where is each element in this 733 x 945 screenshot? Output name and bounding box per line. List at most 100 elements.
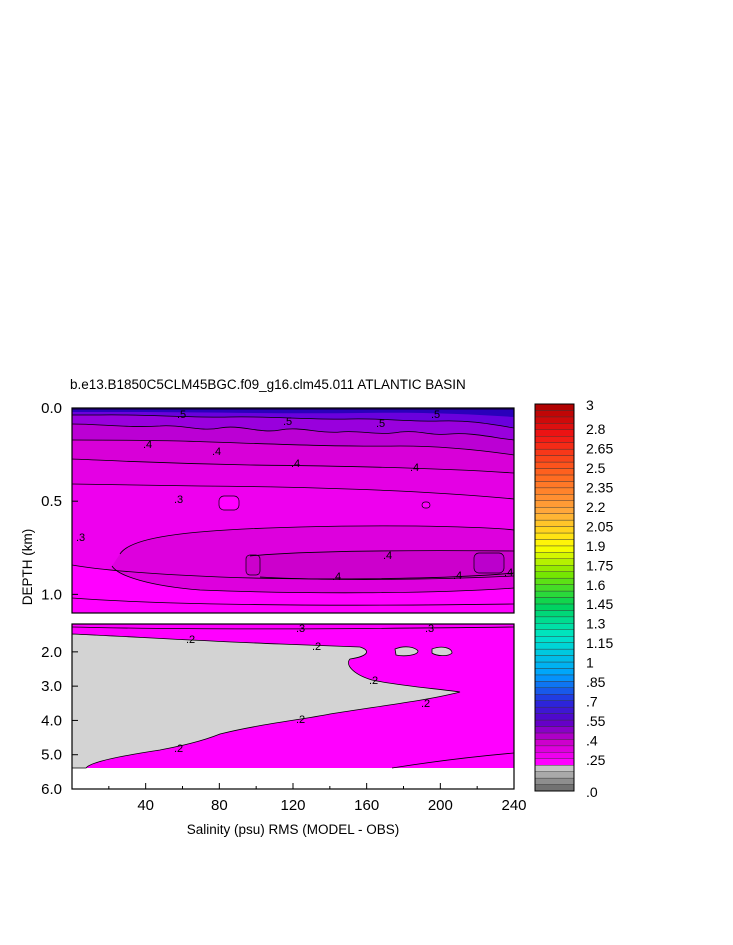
contour-label: .4 bbox=[291, 458, 300, 470]
colorbar-swatch bbox=[534, 636, 575, 643]
colorbar-label: 1.75 bbox=[586, 557, 613, 573]
lower-contour-lines bbox=[71, 626, 515, 769]
colorbar-frame bbox=[534, 403, 575, 792]
contour-label: .3 bbox=[425, 623, 434, 635]
colorbar-label: 1.45 bbox=[586, 596, 613, 612]
x-tick-label: 40 bbox=[137, 797, 154, 814]
colorbar-label: .85 bbox=[586, 674, 606, 690]
colorbar-swatch bbox=[534, 481, 575, 489]
colorbar-swatch bbox=[534, 455, 575, 463]
colorbar-swatch bbox=[534, 429, 575, 437]
colorbar-swatch bbox=[534, 752, 575, 759]
colorbar-swatch bbox=[534, 507, 575, 514]
colorbar-swatch bbox=[534, 545, 575, 553]
colorbar-label: 1.9 bbox=[586, 538, 606, 554]
colorbar-swatch bbox=[534, 765, 575, 772]
contour-core-0.40 bbox=[250, 550, 514, 580]
upper-contour-labels: .5 .5 .5 .5 .4 .4 .4 .4 .3 .3 .4 .4 .4 .… bbox=[76, 409, 513, 583]
colorbar-label: 2.2 bbox=[586, 499, 606, 515]
colorbar-swatch bbox=[534, 539, 575, 547]
colorbar-swatch bbox=[534, 642, 575, 650]
colorbar-swatch bbox=[534, 436, 575, 443]
colorbar-swatch bbox=[534, 655, 575, 663]
colorbar-label: .7 bbox=[586, 694, 598, 710]
contour-label: .4 bbox=[332, 571, 341, 583]
colorbar-swatch bbox=[534, 706, 575, 714]
colorbar-label: 1.3 bbox=[586, 616, 606, 632]
colorbar-swatch bbox=[534, 603, 575, 611]
contour-line bbox=[111, 565, 515, 594]
colorbar-swatch bbox=[534, 526, 575, 534]
upper-panel: .5 .5 .5 .5 .4 .4 .4 .4 .3 .3 .4 .4 .4 .… bbox=[71, 407, 515, 614]
colorbar: 3 2.8 2.65 2.5 2.35 2.2 2.05 1.9 1.75 1.6 1.45 1.3 1… bbox=[534, 397, 613, 800]
colorbar-label: 1 bbox=[586, 655, 594, 671]
colorbar-swatch bbox=[534, 584, 575, 592]
colorbar-swatch bbox=[534, 416, 575, 424]
colorbar-label: 1.6 bbox=[586, 577, 606, 593]
upper-panel-frame bbox=[71, 407, 515, 614]
contour-line bbox=[71, 483, 515, 500]
lower-contour-labels: .3 .3 .2 .2 .2 .2 .2 .2 bbox=[174, 623, 434, 755]
contour-label: .2 bbox=[296, 714, 305, 726]
y-axis: 0.0 0.5 1.0 2.0 3.0 4.0 5.0 6.0 bbox=[41, 400, 78, 798]
colorbar-swatch bbox=[534, 448, 575, 456]
contour-label: .5 bbox=[283, 416, 292, 428]
colorbar-swatch bbox=[534, 487, 575, 495]
colorbar-swatch bbox=[534, 590, 575, 598]
colorbar-swatch bbox=[534, 732, 575, 740]
contour-label: .4 bbox=[453, 570, 462, 582]
colorbar-swatch bbox=[534, 403, 575, 411]
colorbar-label: .4 bbox=[586, 733, 598, 749]
contour-patch bbox=[431, 646, 453, 657]
upper-contour-lines bbox=[71, 414, 515, 606]
colorbar-swatch bbox=[534, 668, 575, 676]
contour-line bbox=[391, 752, 515, 769]
colorbar-swatch bbox=[534, 648, 575, 656]
colorbar-swatch bbox=[534, 468, 575, 476]
colorbar-swatch bbox=[534, 623, 575, 630]
colorbar-swatch bbox=[534, 577, 575, 585]
x-tick-label: 240 bbox=[501, 797, 526, 814]
colorbar-swatch bbox=[534, 571, 575, 579]
colorbar-swatch bbox=[534, 726, 575, 734]
colorbar-swatch bbox=[534, 610, 575, 618]
contour-line bbox=[249, 550, 515, 557]
colorbar-swatch bbox=[534, 474, 575, 482]
y-tick-label: 0.0 bbox=[41, 400, 62, 417]
contour-line bbox=[259, 575, 515, 580]
colorbar-swatch bbox=[534, 423, 575, 431]
contour-line bbox=[71, 423, 515, 441]
x-tick-label: 200 bbox=[428, 797, 453, 814]
colorbar-swatch bbox=[534, 745, 575, 753]
colorbar-swatch bbox=[534, 771, 575, 779]
x-tick-label: 80 bbox=[211, 797, 228, 814]
colorbar-swatch bbox=[534, 713, 575, 721]
colorbar-swatch bbox=[534, 777, 575, 785]
contour-label: .4 bbox=[410, 462, 419, 474]
contour-label: .3 bbox=[76, 532, 85, 544]
x-axis: 40 80 120 160 200 240 bbox=[108, 783, 527, 814]
y-tick-label: 4.0 bbox=[41, 712, 62, 729]
colorbar-swatch bbox=[534, 629, 575, 637]
lower-panel: .3 .3 .2 .2 .2 .2 .2 .2 bbox=[71, 623, 515, 790]
colorbar-swatch bbox=[534, 784, 575, 792]
y-tick-label: 1.0 bbox=[41, 586, 62, 603]
contour-region-low bbox=[71, 633, 461, 769]
colorbar-swatch bbox=[534, 558, 575, 566]
colorbar-swatch bbox=[534, 758, 575, 766]
contour-label: .4 bbox=[143, 439, 152, 451]
colorbar-label: 2.5 bbox=[586, 460, 606, 476]
colorbar-label: 3 bbox=[586, 397, 594, 413]
colorbar-label: 2.8 bbox=[586, 421, 606, 437]
colorbar-swatch bbox=[534, 410, 575, 418]
colorbar-label: 2.05 bbox=[586, 518, 613, 534]
contour-label: .4 bbox=[504, 567, 513, 579]
contour-label: .5 bbox=[431, 409, 440, 421]
colorbar-swatch bbox=[534, 552, 575, 559]
colorbar-swatch bbox=[534, 694, 575, 701]
contour-label: .4 bbox=[383, 550, 392, 562]
colorbar-swatch bbox=[534, 461, 575, 469]
colorbar-swatch bbox=[534, 700, 575, 708]
y-tick-label: 6.0 bbox=[41, 781, 62, 798]
contour-line bbox=[72, 414, 515, 429]
